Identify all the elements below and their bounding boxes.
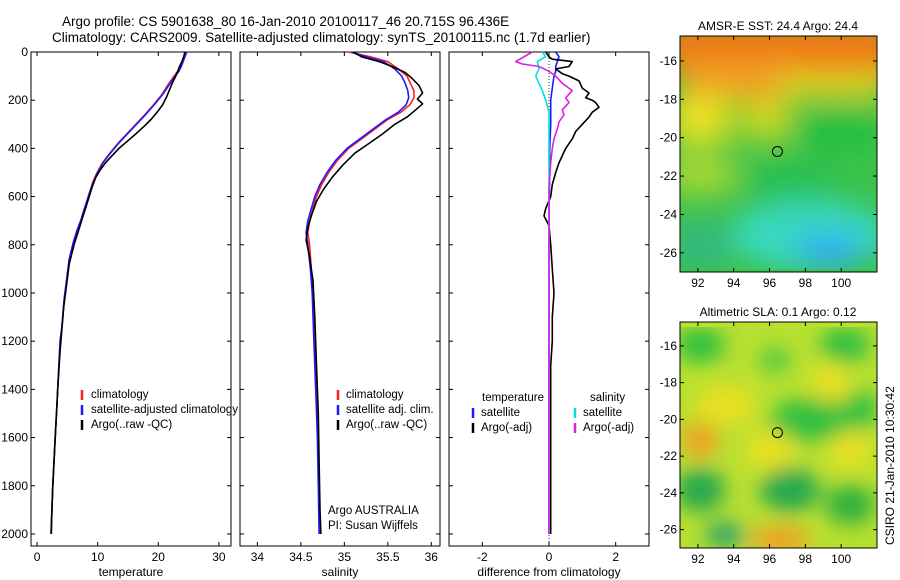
difference-legend-entry: Argo(-adj): [583, 422, 634, 434]
sla-argo-location-marker: [771, 427, 783, 439]
map-latitude-tick-label: -18: [660, 376, 678, 390]
salinity-series-line-2: [305, 51, 424, 535]
map-latitude-tick-label: -26: [660, 246, 678, 260]
salinity-xtick-label: 35: [338, 550, 352, 564]
map-longitude-tick-label: 96: [763, 552, 777, 566]
salinity-xtick-label: 36: [425, 550, 439, 564]
salinity-xtick-label: 34: [251, 550, 265, 564]
map-longitude-tick-label: 98: [799, 276, 813, 290]
depth-tick-label: 0: [21, 45, 28, 59]
map-latitude-tick-label: -20: [660, 412, 678, 426]
sst-heatmap-image: [680, 36, 877, 272]
map-latitude-tick-label: -22: [660, 449, 678, 463]
temperature-x-axis-label: temperature: [99, 565, 164, 579]
temperature-xtick-label: 0: [34, 550, 41, 564]
difference-legend-entry: satellite: [583, 407, 622, 419]
salinity-legend-entry: climatology: [346, 389, 404, 401]
temperature-legend-entry: satellite-adjusted climatology: [91, 404, 238, 416]
map-longitude-tick-label: 94: [727, 552, 741, 566]
sst-map-frame: [679, 35, 878, 273]
map-longitude-tick-label: 100: [831, 276, 851, 290]
salinity-legend-entry: Argo(..raw -QC): [346, 419, 427, 431]
depth-tick-label: 1600: [1, 431, 28, 445]
difference-x-axis-label: difference from climatology: [477, 565, 620, 579]
map-latitude-tick-label: -16: [660, 54, 678, 68]
temperature-axes-frame: [30, 51, 232, 547]
temperature-xtick-label: 10: [91, 550, 105, 564]
sla-heatmap-image: [680, 322, 877, 548]
salinity-legend-entry: satellite adj. clim.: [346, 404, 434, 416]
sst-map-axes: 92 94 96 98 100 -16 -18 -20 -22 -24 -26: [660, 36, 877, 290]
sla-map-panel: Altimetric SLA: 0.1 Argo: 0.12: [660, 305, 878, 566]
map-latitude-tick-label: -22: [660, 169, 678, 183]
map-latitude-tick-label: -24: [660, 486, 678, 500]
salinity-profile-panel: 34 34.5 35 35.5 36 salinity climatology satelli…: [239, 51, 441, 579]
depth-tick-label: 200: [8, 93, 28, 107]
salinity-x-axis-label: salinity: [322, 565, 359, 579]
sst-argo-location-marker: [771, 146, 783, 158]
map-longitude-tick-label: 92: [691, 276, 705, 290]
difference-series-line-3: [514, 51, 574, 534]
difference-series-line-1: [543, 51, 600, 534]
salinity-axes-frame: [239, 51, 441, 547]
map-longitude-tick-label: 94: [727, 276, 741, 290]
salinity-xtick-label: 34.5: [289, 550, 313, 564]
depth-tick-label: 800: [8, 238, 28, 252]
depth-tick-label: 1800: [1, 479, 28, 493]
figure-title-line1: Argo profile: CS 5901638_80 16-Jan-2010 …: [62, 14, 509, 29]
difference-legend-entry: Argo(-adj): [481, 422, 532, 434]
map-longitude-tick-label: 100: [831, 552, 851, 566]
depth-tick-label: 600: [8, 190, 28, 204]
map-latitude-tick-label: -26: [660, 523, 678, 537]
temperature-series-line-2: [50, 51, 186, 535]
sla-map-title: Altimetric SLA: 0.1 Argo: 0.12: [700, 305, 857, 319]
difference-xtick-label: -2: [477, 550, 488, 564]
depth-tick-label: 2000: [1, 527, 28, 541]
salinity-series-line-1: [305, 51, 410, 535]
depth-tick-label: 1200: [1, 334, 28, 348]
temperature-legend-entry: Argo(..raw -QC): [91, 419, 172, 431]
map-longitude-tick-label: 92: [691, 552, 705, 566]
sst-map-title: AMSR-E SST: 24.4 Argo: 24.4: [698, 19, 858, 33]
sla-map-frame: [679, 321, 878, 549]
map-latitude-tick-label: -18: [660, 92, 678, 106]
figure-title-line2: Climatology: CARS2009. Satellite-adjuste…: [52, 30, 591, 45]
depth-tick-label: 400: [8, 141, 28, 155]
sla-map-axes: 92 94 96 98 100 -16 -18 -20 -22 -24 -26: [660, 322, 877, 566]
map-latitude-tick-label: -16: [660, 339, 678, 353]
difference-legend-entry: satellite: [481, 407, 520, 419]
map-longitude-tick-label: 96: [763, 276, 777, 290]
difference-xtick-label: 0: [546, 550, 553, 564]
temperature-xtick-label: 20: [152, 550, 166, 564]
depth-tick-label: 1000: [1, 286, 28, 300]
temperature-legend-entry: climatology: [91, 389, 149, 401]
temperature-profile-panel: 0 10 20 30 0 200 400 600 800 1000 1200 1400 1600 1800…: [1, 45, 238, 579]
depth-tick-label: 1400: [1, 382, 28, 396]
difference-xtick-label: 2: [612, 550, 619, 564]
difference-legend-group-title: salinity: [590, 392, 625, 404]
salinity-xtick-label: 35.5: [376, 550, 400, 564]
map-longitude-tick-label: 98: [799, 552, 813, 566]
temperature-xtick-label: 30: [212, 550, 226, 564]
map-latitude-tick-label: -24: [660, 207, 678, 221]
map-latitude-tick-label: -20: [660, 131, 678, 145]
argo-program-annotation: Argo AUSTRALIA: [328, 505, 419, 517]
csiro-timestamp-label: CSIRO 21-Jan-2010 10:30:42: [883, 386, 897, 545]
argo-pi-annotation: PI: Susan Wijffels: [328, 520, 418, 532]
difference-legend-group-title: temperature: [482, 392, 544, 404]
sst-map-panel: AMSR-E SST: 24.4 Argo: 24.4 92 94 96 98 100 -…: [660, 19, 878, 290]
